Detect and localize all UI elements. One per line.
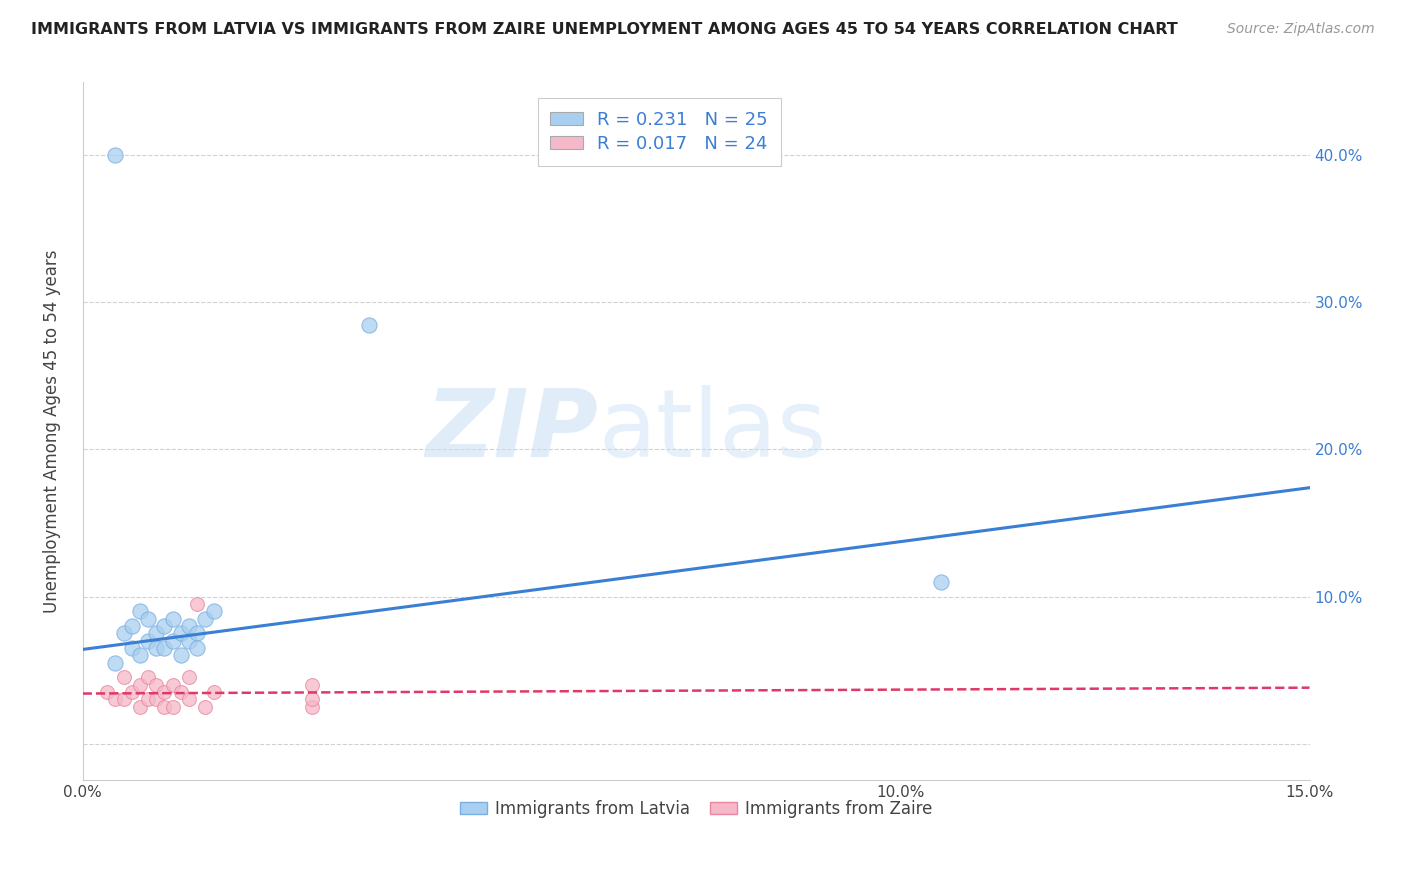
Point <box>136 692 159 706</box>
Point <box>170 648 193 663</box>
Point <box>162 699 184 714</box>
Point <box>186 626 208 640</box>
Point <box>357 318 380 332</box>
Point <box>153 685 176 699</box>
Point <box>170 626 193 640</box>
Point <box>112 692 135 706</box>
Text: IMMIGRANTS FROM LATVIA VS IMMIGRANTS FROM ZAIRE UNEMPLOYMENT AMONG AGES 45 TO 54: IMMIGRANTS FROM LATVIA VS IMMIGRANTS FRO… <box>31 22 1178 37</box>
Point <box>145 626 167 640</box>
Point <box>136 633 159 648</box>
Point <box>162 633 184 648</box>
Legend: Immigrants from Latvia, Immigrants from Zaire: Immigrants from Latvia, Immigrants from … <box>453 793 939 824</box>
Text: Source: ZipAtlas.com: Source: ZipAtlas.com <box>1227 22 1375 37</box>
Point <box>162 611 184 625</box>
Point <box>177 670 200 684</box>
Point <box>301 678 323 692</box>
Point <box>931 574 953 589</box>
Point <box>129 678 152 692</box>
Point <box>136 611 159 625</box>
Point <box>104 148 127 162</box>
Point <box>121 640 143 655</box>
Point <box>121 619 143 633</box>
Y-axis label: Unemployment Among Ages 45 to 54 years: Unemployment Among Ages 45 to 54 years <box>44 250 60 613</box>
Point <box>112 626 135 640</box>
Text: ZIP: ZIP <box>425 385 598 477</box>
Point <box>162 678 184 692</box>
Point <box>136 670 159 684</box>
Text: atlas: atlas <box>598 385 827 477</box>
Point <box>112 670 135 684</box>
Point <box>186 597 208 611</box>
Point <box>129 604 152 618</box>
Point <box>145 640 167 655</box>
Point <box>301 692 323 706</box>
Point <box>202 685 225 699</box>
Point <box>104 656 127 670</box>
Point <box>129 699 152 714</box>
Point <box>145 678 167 692</box>
Point <box>104 692 127 706</box>
Point <box>177 633 200 648</box>
Point <box>145 692 167 706</box>
Point <box>129 648 152 663</box>
Point <box>121 685 143 699</box>
Point <box>194 699 217 714</box>
Point <box>202 604 225 618</box>
Point <box>170 685 193 699</box>
Point <box>153 619 176 633</box>
Point <box>96 685 118 699</box>
Point <box>301 699 323 714</box>
Point <box>186 640 208 655</box>
Point <box>177 692 200 706</box>
Point <box>153 699 176 714</box>
Point <box>194 611 217 625</box>
Point <box>177 619 200 633</box>
Point <box>153 640 176 655</box>
